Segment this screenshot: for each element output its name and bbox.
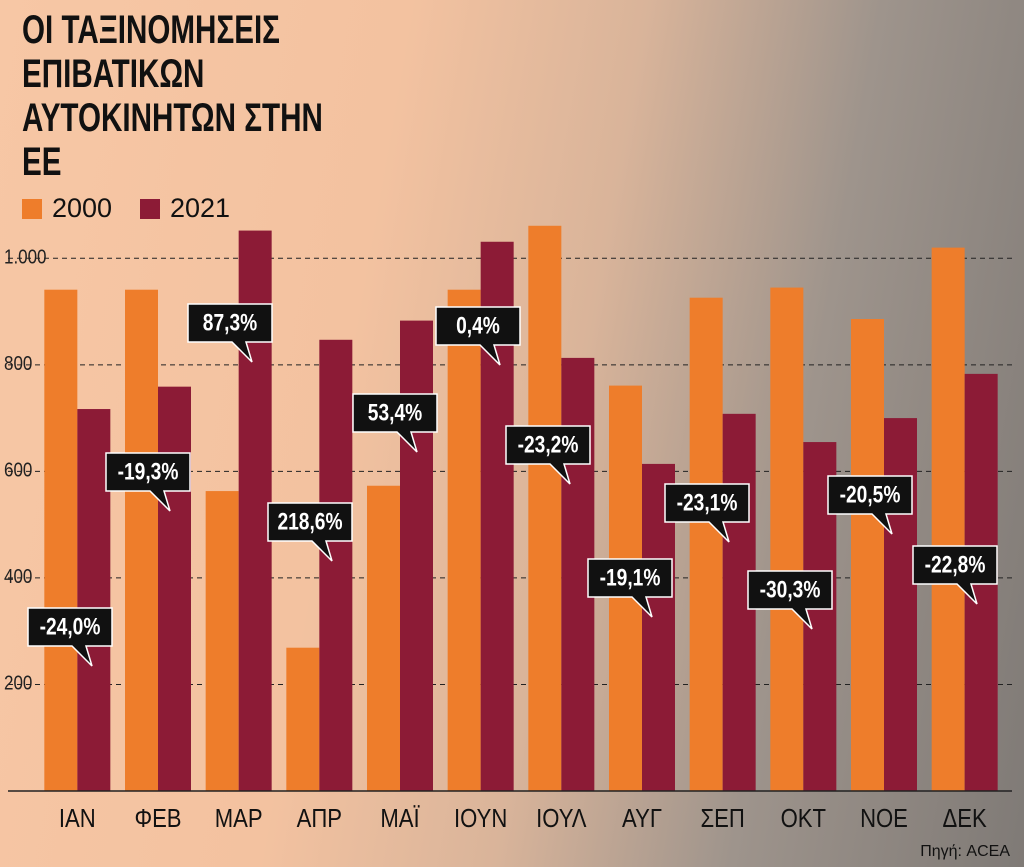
callout-label: 0,4% (456, 311, 500, 339)
callout-box (267, 502, 353, 562)
callout-box (912, 545, 998, 605)
y-tick-label: 200 (4, 671, 32, 694)
callout-label: -30,3% (760, 575, 821, 603)
callout-box (827, 475, 913, 535)
callout: 218,6% (267, 502, 353, 562)
bar (367, 485, 400, 791)
bar (770, 287, 804, 791)
x-tick-label: ΦΕΒ (134, 804, 181, 833)
bar (319, 339, 353, 791)
callout: 0,4% (435, 306, 521, 366)
callout-label: -23,1% (677, 488, 738, 516)
callout: -19,3% (105, 452, 191, 512)
callout-label: -23,2% (518, 430, 579, 458)
x-tick-label: ΑΥΓ (622, 804, 662, 833)
source: Πηγή: ACEA (920, 843, 1010, 860)
callout-box (187, 303, 273, 363)
legend-label: 2021 (170, 193, 230, 223)
bar (528, 225, 562, 791)
callout-label: -20,5% (840, 480, 901, 508)
x-tick-label: ΟΚΤ (781, 804, 827, 833)
bar (44, 289, 78, 791)
callout-label: -19,3% (118, 457, 179, 485)
callout-box (587, 558, 673, 618)
x-tick-label: ΝΟΕ (860, 804, 908, 833)
callout: -20,5% (827, 475, 913, 535)
callout-label: -24,0% (40, 612, 101, 640)
callout: -19,1% (587, 558, 673, 618)
callout: -23,2% (505, 425, 591, 485)
x-tick-label: ΙΟΥΝ (454, 804, 507, 833)
bar (286, 647, 320, 791)
bar (205, 491, 239, 791)
x-tick-label: ΣΕΠ (700, 804, 744, 833)
callout-box (505, 425, 591, 485)
callout-box (435, 306, 521, 366)
callout: -30,3% (747, 570, 833, 630)
callout-box (27, 607, 113, 667)
callout-label: -19,1% (600, 563, 661, 591)
callout-label: 218,6% (277, 507, 342, 535)
callout: 53,4% (352, 393, 438, 453)
bar (851, 319, 884, 791)
x-tick-label: ΔΕΚ (943, 804, 987, 833)
x-tick-label: ΑΠΡ (297, 804, 342, 833)
bar (125, 289, 158, 791)
callout-box (105, 452, 191, 512)
callout: -22,8% (912, 545, 998, 605)
bar (400, 320, 433, 791)
callout-label: -22,8% (925, 550, 986, 578)
bar (884, 418, 917, 791)
callout: -23,1% (664, 483, 750, 543)
chart-title: ΟΙ ΤΑΞΙΝΟΜΗΣΕΙΣ ΕΠΙΒΑΤΙΚΩΝ ΑΥΤΟΚΙΝΗΤΩΝ Σ… (22, 8, 323, 184)
y-tick-label: 600 (4, 458, 32, 481)
callout-box (664, 483, 750, 543)
bar (689, 297, 723, 791)
callout: -24,0% (27, 607, 113, 667)
callout-label: 87,3% (203, 308, 257, 336)
y-tick-label: 400 (4, 565, 32, 588)
bar (158, 386, 191, 791)
y-tick-label: 1.000 (4, 245, 47, 268)
callout: 87,3% (187, 303, 273, 363)
y-tick-label: 800 (4, 352, 32, 375)
callout-box (352, 393, 438, 453)
legend-swatch (140, 199, 160, 219)
x-tick-label: ΜΑΡ (215, 804, 263, 833)
legend-swatch (22, 199, 42, 219)
x-tick-label: ΙΟΥΛ (536, 804, 586, 833)
bar (447, 289, 481, 791)
bar (77, 409, 111, 791)
bar (931, 247, 965, 792)
x-tick-label: ΜΑΪ (380, 804, 420, 833)
x-tick-label: ΙΑΝ (59, 804, 96, 833)
legend-label: 2000 (52, 193, 112, 223)
callout-box (747, 570, 833, 630)
callout-label: 53,4% (368, 398, 422, 426)
